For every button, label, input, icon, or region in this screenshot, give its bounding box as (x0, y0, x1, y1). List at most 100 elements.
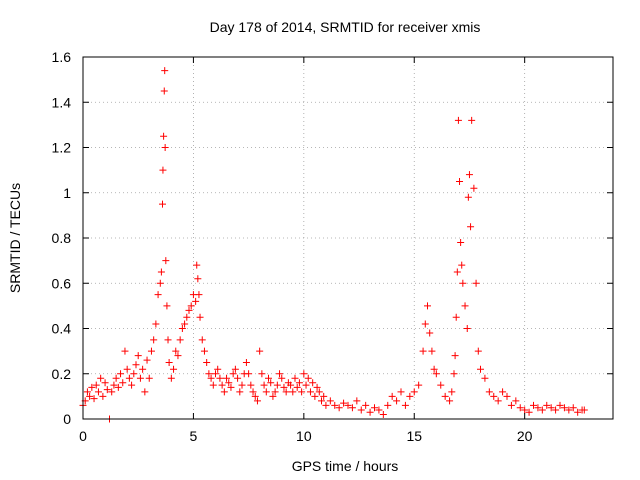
data-point (94, 388, 102, 396)
data-point (421, 320, 429, 328)
data-point (300, 370, 308, 378)
data-point (320, 392, 328, 400)
data-point (465, 171, 473, 179)
data-point (441, 392, 449, 400)
data-point (280, 383, 288, 391)
data-point (397, 388, 405, 396)
data-point (114, 383, 122, 391)
data-point (170, 365, 178, 373)
data-point (99, 392, 107, 400)
data-point (110, 381, 118, 389)
data-point (160, 132, 168, 140)
data-point (461, 302, 469, 310)
x-tick-label: 5 (190, 428, 198, 444)
data-point (242, 358, 250, 366)
data-point (183, 313, 191, 321)
data-point (108, 388, 116, 396)
data-point (335, 404, 343, 412)
data-point (194, 275, 202, 283)
data-point (200, 347, 208, 355)
data-point (101, 379, 109, 387)
y-tick-label: 0.6 (52, 275, 72, 291)
y-tick-label: 0.4 (52, 321, 72, 337)
data-point (134, 352, 142, 360)
data-point (238, 381, 246, 389)
data-point (556, 401, 564, 409)
data-point (220, 388, 228, 396)
data-point (428, 347, 436, 355)
data-point (454, 116, 462, 124)
data-point (468, 116, 476, 124)
data-point (344, 401, 352, 409)
data-point (234, 374, 242, 382)
data-point (214, 365, 222, 373)
data-point (451, 352, 459, 360)
chart-title: Day 178 of 2014, SRMTID for receiver xmi… (210, 19, 481, 35)
data-point (452, 313, 460, 321)
data-point (278, 374, 286, 382)
x-tick-label: 0 (79, 428, 87, 444)
data-point (218, 381, 226, 389)
y-ticks: 0 0.2 0.4 0.6 0.8 1 1.2 1.4 1.6 (52, 49, 613, 427)
data-point (265, 374, 272, 382)
data-point (393, 397, 401, 405)
data-point (521, 406, 529, 414)
data-point (306, 388, 314, 396)
data-point (490, 392, 498, 400)
data-point (565, 406, 573, 414)
y-tick-label: 0.2 (52, 366, 72, 382)
data-point (136, 374, 144, 382)
data-point (128, 381, 136, 389)
data-point (291, 374, 299, 382)
data-point (262, 388, 270, 396)
data-point (165, 358, 173, 366)
data-point (159, 200, 166, 208)
data-point (415, 381, 423, 389)
data-point (209, 381, 217, 389)
data-point (212, 370, 219, 378)
data-point (273, 381, 281, 389)
data-point (187, 302, 195, 310)
data-point (86, 392, 94, 400)
data-points (79, 67, 588, 423)
data-point (543, 401, 551, 409)
data-point (456, 177, 464, 185)
data-point (388, 392, 396, 400)
data-point (172, 347, 180, 355)
data-point (525, 408, 533, 416)
data-point (353, 397, 361, 405)
data-point (340, 399, 348, 407)
data-point (92, 381, 100, 389)
data-point (97, 374, 105, 382)
data-point (125, 374, 133, 382)
data-point (574, 408, 582, 416)
data-point (430, 365, 438, 373)
data-point (160, 87, 168, 95)
data-point (560, 404, 568, 412)
data-point (474, 347, 482, 355)
data-point (90, 395, 98, 403)
data-point (276, 370, 284, 378)
data-point (507, 401, 515, 409)
data-point (318, 397, 325, 405)
data-point (161, 144, 169, 151)
data-point (143, 356, 151, 364)
x-tick-label: 20 (517, 428, 533, 444)
data-point (530, 401, 537, 409)
y-tick-label: 0 (63, 411, 71, 427)
data-point (326, 397, 334, 405)
data-point (419, 347, 427, 355)
data-point (580, 406, 588, 414)
data-point (503, 392, 511, 400)
data-point (83, 388, 91, 396)
data-point (446, 397, 454, 405)
y-tick-label: 1.6 (52, 49, 72, 65)
data-point (161, 67, 169, 75)
data-point (459, 279, 467, 287)
data-point (362, 401, 370, 409)
data-point (117, 370, 125, 378)
data-point (499, 388, 507, 396)
data-point (225, 379, 233, 387)
data-point (207, 374, 215, 382)
